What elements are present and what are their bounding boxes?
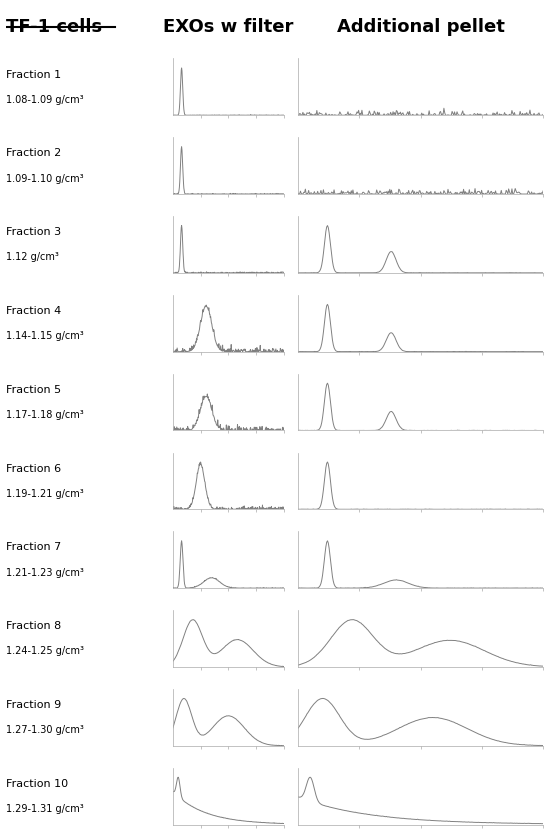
Text: TF-1 cells: TF-1 cells <box>6 18 102 37</box>
Text: Additional pellet: Additional pellet <box>336 18 505 37</box>
Text: Fraction 3: Fraction 3 <box>6 227 61 237</box>
Text: Fraction 8: Fraction 8 <box>6 621 61 631</box>
Text: 1.12 g/cm³: 1.12 g/cm³ <box>6 253 58 263</box>
Text: EXOs w filter: EXOs w filter <box>163 18 294 37</box>
Text: 1.14-1.15 g/cm³: 1.14-1.15 g/cm³ <box>6 331 84 341</box>
Text: 1.24-1.25 g/cm³: 1.24-1.25 g/cm³ <box>6 646 84 656</box>
Text: 1.09-1.10 g/cm³: 1.09-1.10 g/cm³ <box>6 173 83 183</box>
Text: 1.21-1.23 g/cm³: 1.21-1.23 g/cm³ <box>6 568 84 578</box>
Text: Fraction 2: Fraction 2 <box>6 148 61 158</box>
Text: Fraction 5: Fraction 5 <box>6 384 61 394</box>
Text: Fraction 4: Fraction 4 <box>6 306 61 316</box>
Text: 1.17-1.18 g/cm³: 1.17-1.18 g/cm³ <box>6 410 84 420</box>
Text: Fraction 7: Fraction 7 <box>6 542 61 552</box>
Text: 1.29-1.31 g/cm³: 1.29-1.31 g/cm³ <box>6 804 84 814</box>
Text: Fraction 6: Fraction 6 <box>6 464 61 474</box>
Text: 1.08-1.09 g/cm³: 1.08-1.09 g/cm³ <box>6 95 83 105</box>
Text: Fraction 9: Fraction 9 <box>6 700 61 710</box>
Text: Fraction 10: Fraction 10 <box>6 779 68 789</box>
Text: 1.19-1.21 g/cm³: 1.19-1.21 g/cm³ <box>6 489 84 499</box>
Text: Fraction 1: Fraction 1 <box>6 69 61 79</box>
Text: 1.27-1.30 g/cm³: 1.27-1.30 g/cm³ <box>6 726 84 736</box>
